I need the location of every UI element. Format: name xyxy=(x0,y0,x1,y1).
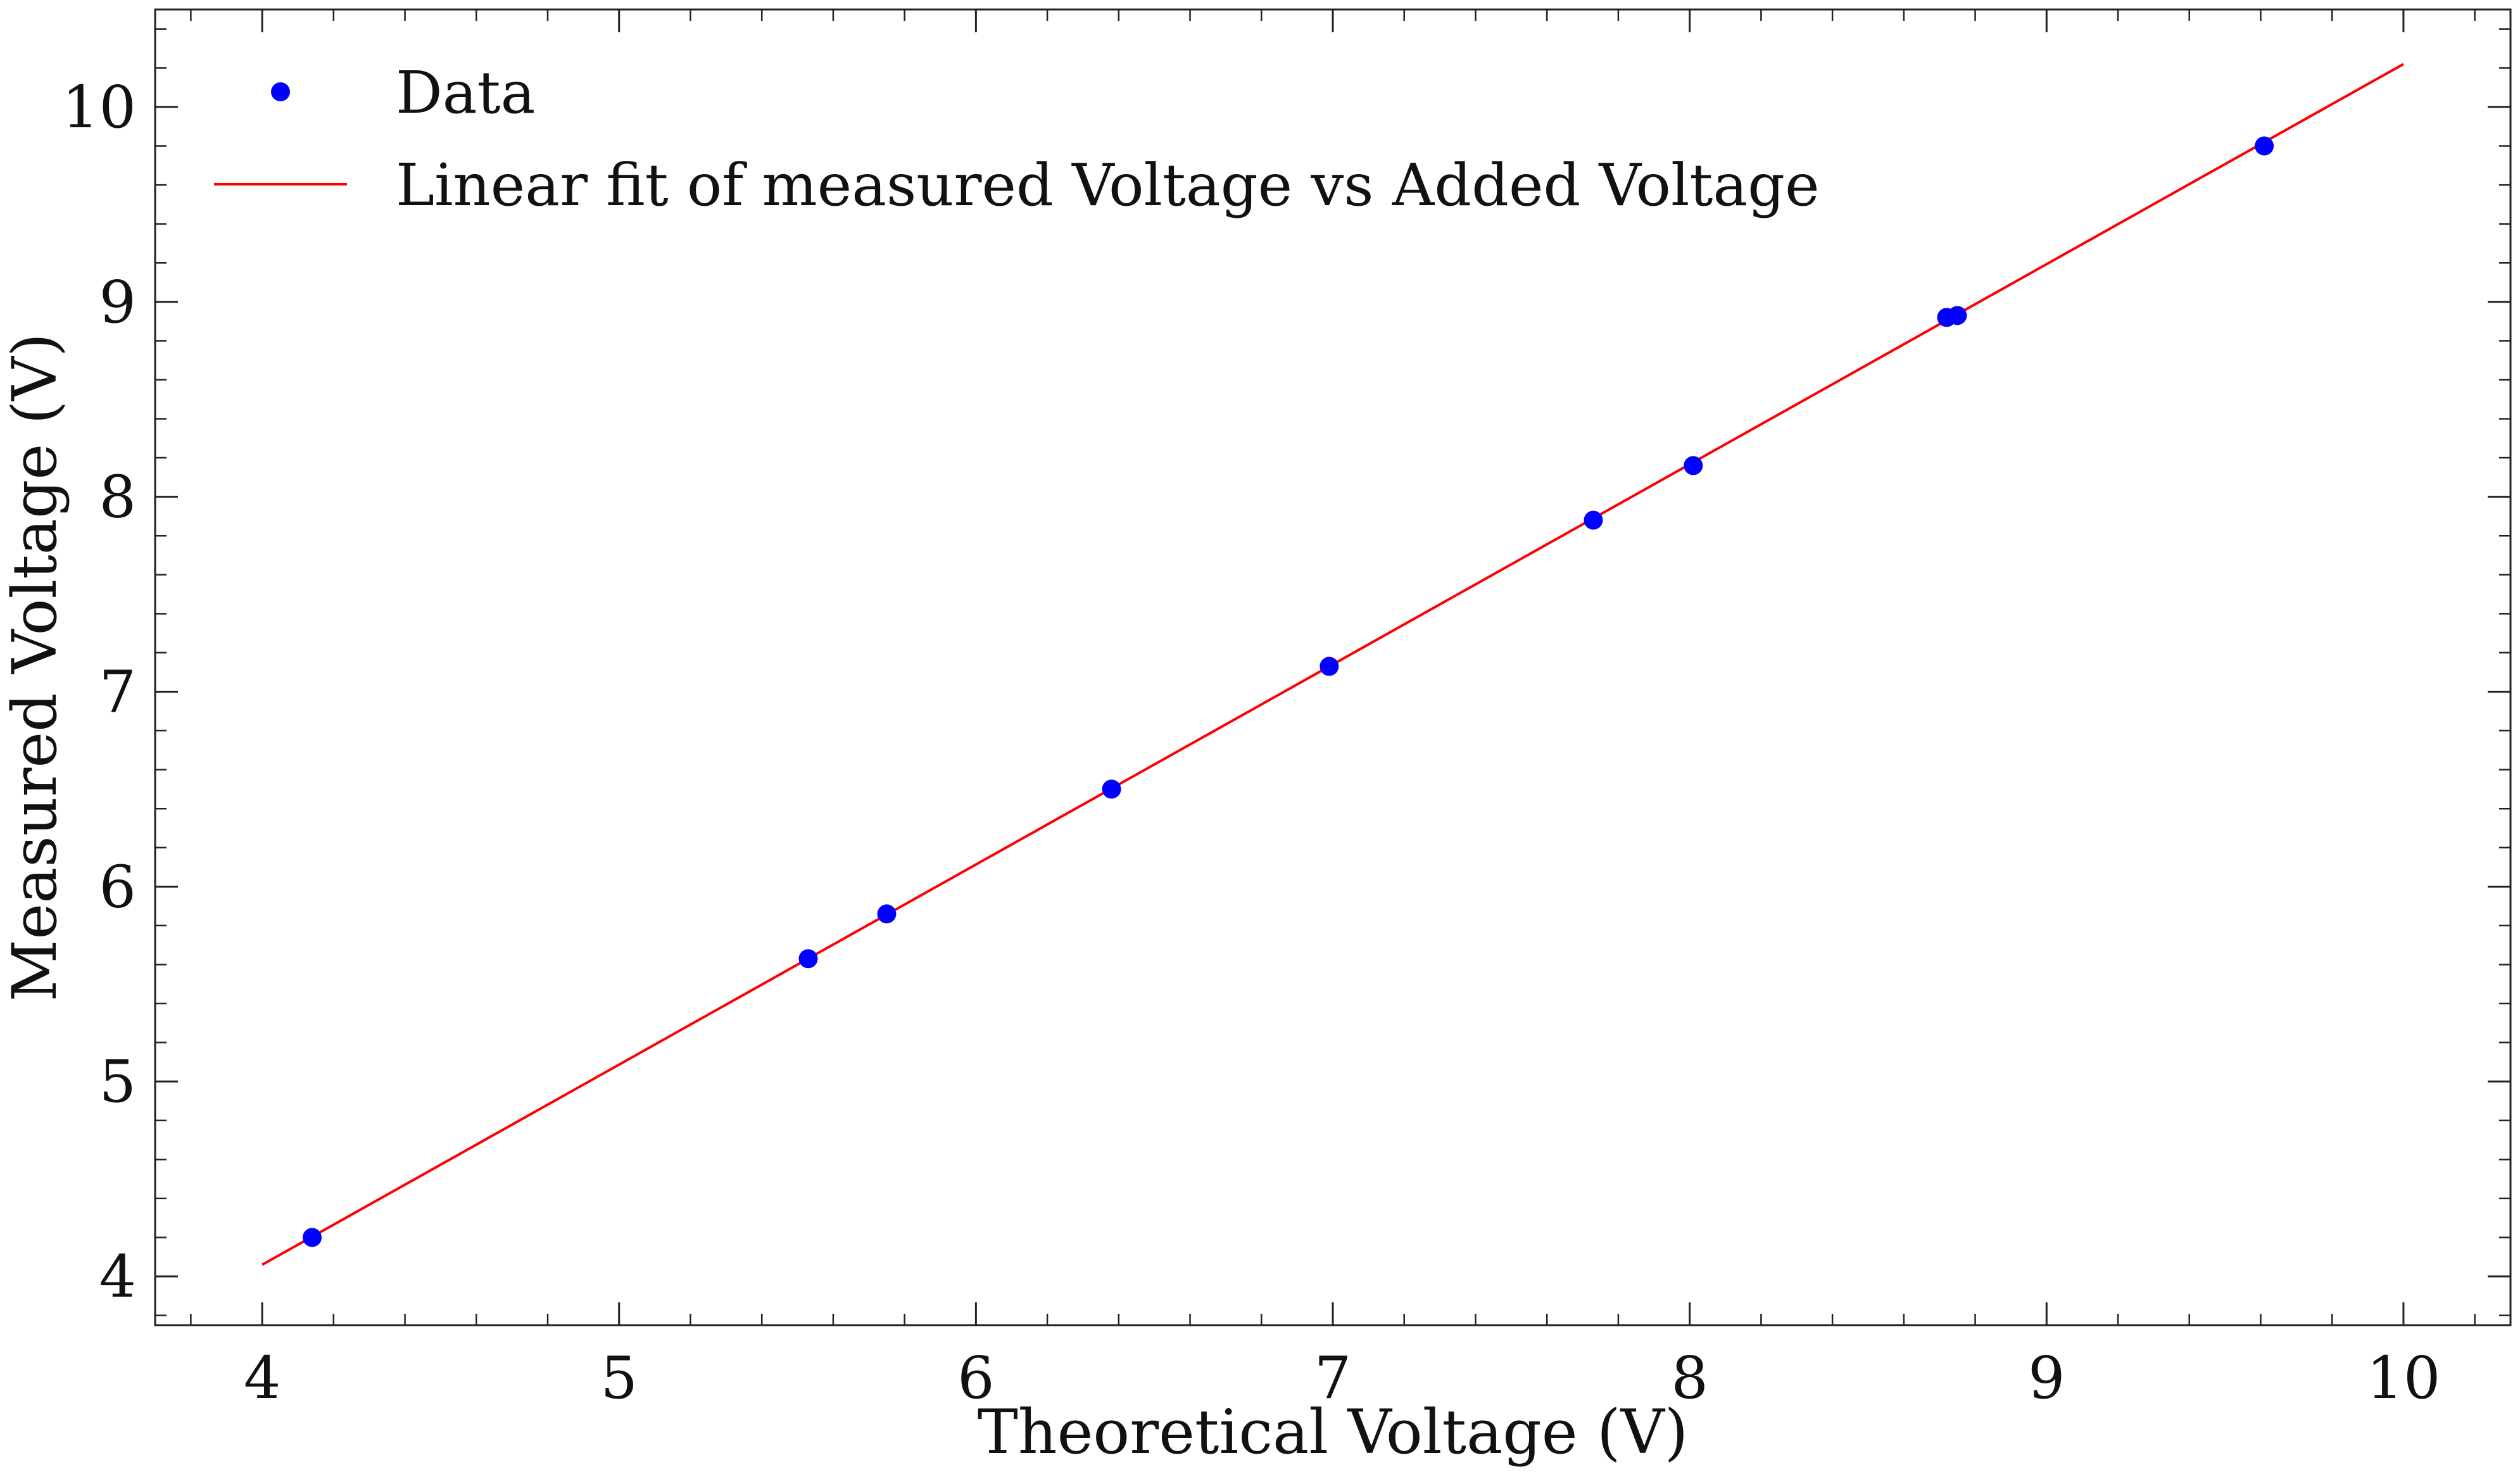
legend-data-marker xyxy=(271,82,290,101)
data-point xyxy=(1102,779,1121,799)
x-tick-label: 10 xyxy=(2366,1344,2440,1412)
x-tick-label: 6 xyxy=(957,1344,995,1412)
legend-data-label: Data xyxy=(396,59,535,127)
y-tick-label: 10 xyxy=(62,73,136,141)
data-point xyxy=(1684,456,1703,475)
data-point xyxy=(1584,510,1603,530)
legend: Data Linear fit of measured Voltage vs A… xyxy=(214,59,1820,219)
y-tick-label: 8 xyxy=(99,463,136,531)
x-tick-label: 4 xyxy=(244,1344,281,1412)
y-tick-label: 6 xyxy=(99,853,136,921)
data-point xyxy=(798,949,818,969)
x-tick-label: 5 xyxy=(600,1344,638,1412)
data-point xyxy=(877,904,897,924)
y-axis-label: Measured Voltage (V) xyxy=(0,333,70,1002)
data-point xyxy=(1320,657,1339,676)
legend-fit-label: Linear fit of measured Voltage vs Added … xyxy=(396,151,1820,219)
plot-frame xyxy=(154,8,2512,1326)
y-tick-label: 7 xyxy=(99,658,136,726)
x-axis-label: Theoretical Voltage (V) xyxy=(978,1397,1689,1468)
data-point xyxy=(2255,136,2274,156)
y-tick-label: 5 xyxy=(99,1048,136,1116)
y-tick-label: 9 xyxy=(99,268,136,336)
y-tick-label: 4 xyxy=(99,1243,136,1311)
data-point xyxy=(303,1228,322,1247)
series-layer xyxy=(261,63,2404,1266)
x-tick-label: 7 xyxy=(1314,1344,1352,1412)
x-tick-label: 8 xyxy=(1671,1344,1708,1412)
ticks-layer: 4 5 6 7 8 9 10 4 5 6 7 8 9 10 xyxy=(62,9,2511,1412)
data-point xyxy=(1948,306,1967,325)
x-tick-label: 9 xyxy=(2028,1344,2065,1412)
